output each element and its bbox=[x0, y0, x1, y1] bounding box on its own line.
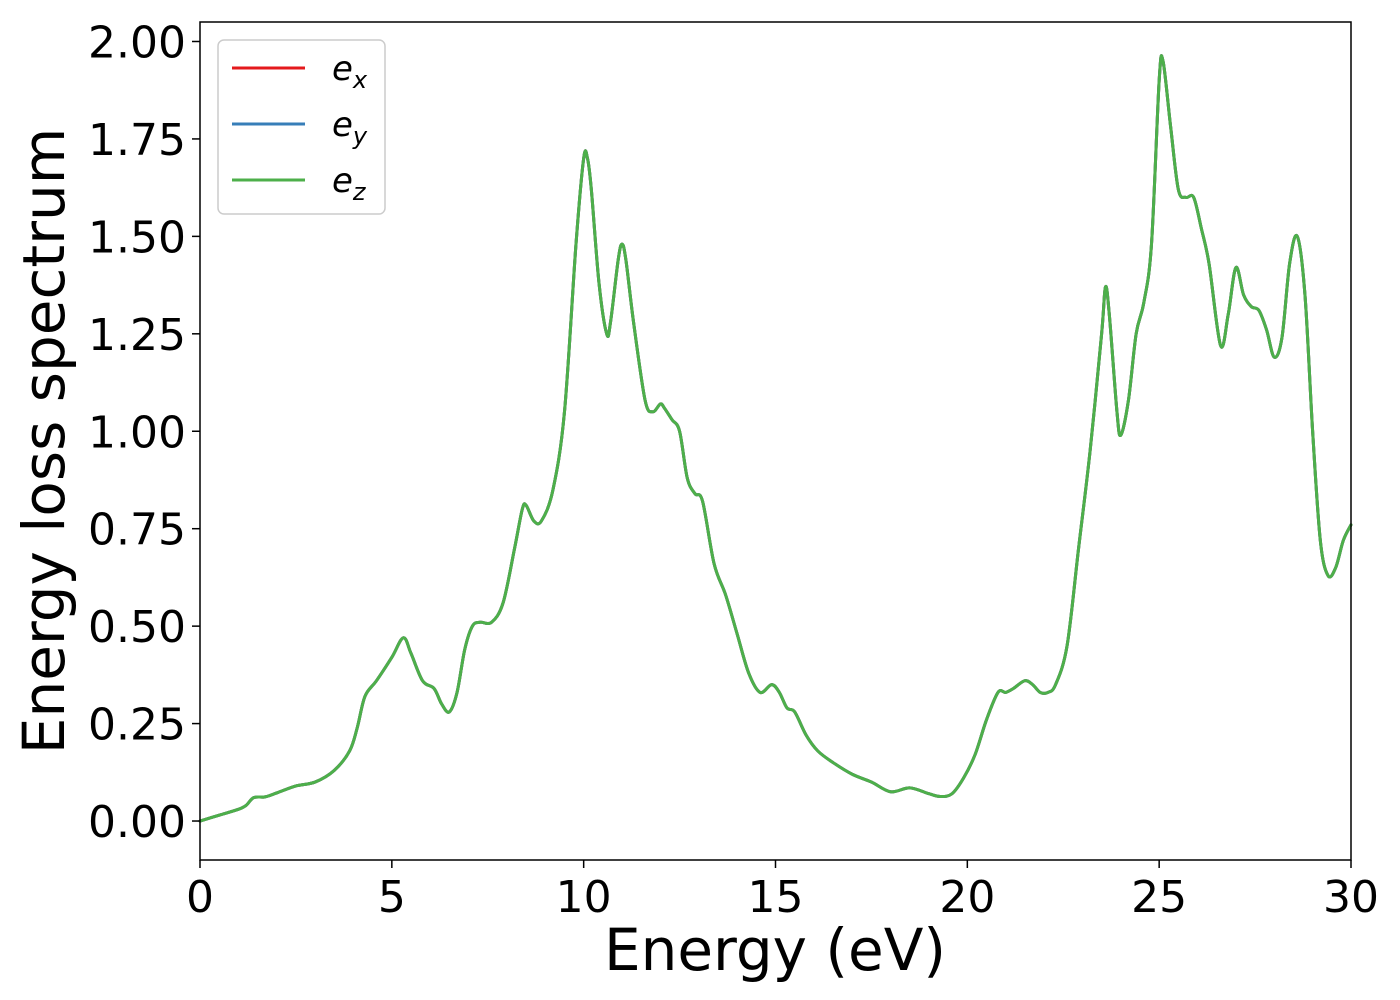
y-tick-label: 2.00 bbox=[88, 17, 186, 68]
x-tick-label: 20 bbox=[939, 872, 995, 923]
plot-background bbox=[200, 22, 1351, 860]
series-line-e-z bbox=[198, 54, 1353, 823]
x-tick-label: 25 bbox=[1131, 872, 1187, 923]
x-tick-label: 10 bbox=[556, 872, 612, 923]
x-tick-label: 5 bbox=[378, 872, 406, 923]
x-axis: 0 5 10 15 20 25 30 bbox=[186, 860, 1379, 923]
y-tick-label: 0.00 bbox=[88, 797, 186, 848]
y-tick-label: 1.75 bbox=[88, 115, 186, 166]
legend-box bbox=[217, 39, 386, 215]
y-tick-label: 0.25 bbox=[88, 700, 186, 751]
series-layer bbox=[198, 54, 1353, 823]
y-tick-label: 1.50 bbox=[88, 212, 186, 263]
y-tick-label: 1.25 bbox=[88, 310, 186, 361]
x-tick-label: 15 bbox=[748, 872, 804, 923]
x-tick-label: 30 bbox=[1323, 872, 1379, 923]
x-tick-label: 0 bbox=[186, 872, 214, 923]
x-axis-label: Energy (eV) bbox=[604, 916, 946, 984]
y-tick-label: 0.50 bbox=[88, 602, 186, 653]
y-axis-label: Energy loss spectrum bbox=[10, 128, 78, 754]
y-axis: 0.00 0.25 0.50 0.75 1.00 1.25 1.50 1.75 2.00 bbox=[88, 17, 200, 848]
y-tick-label: 1.00 bbox=[88, 407, 186, 458]
y-tick-label: 0.75 bbox=[88, 505, 186, 556]
